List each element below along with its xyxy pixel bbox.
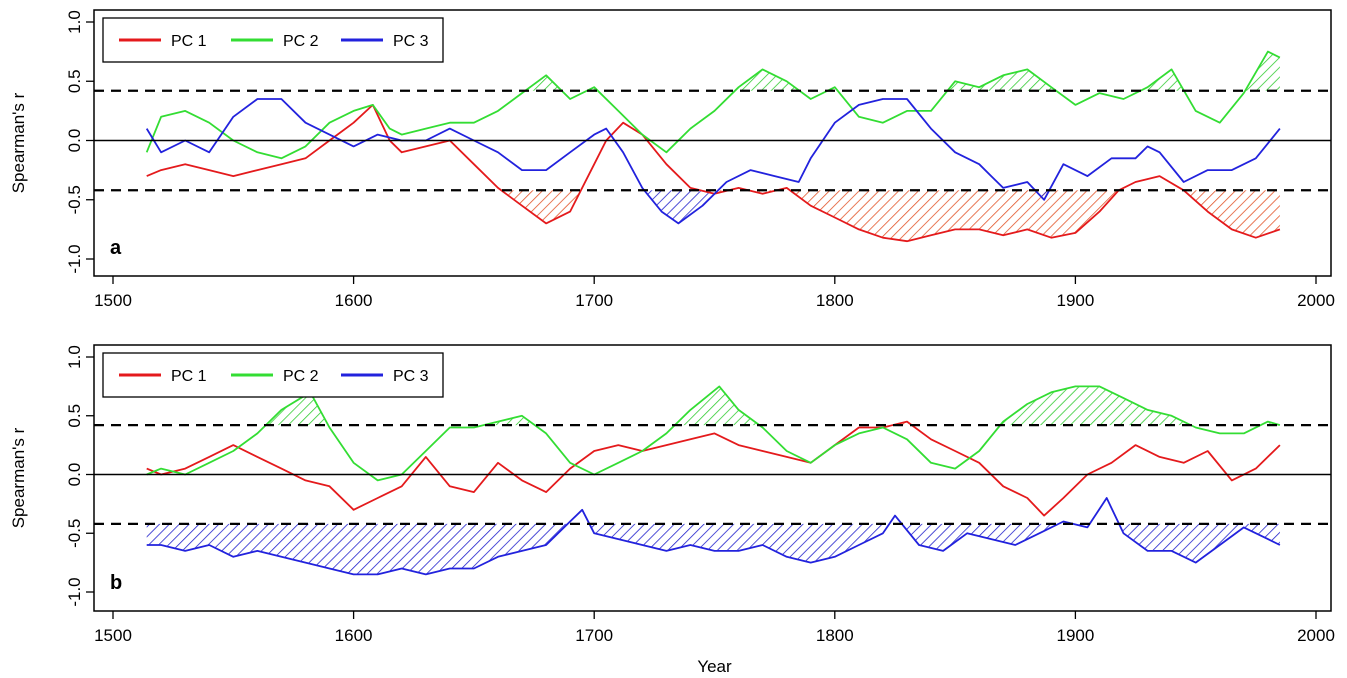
x-axis: 1500 1600 1700 1800 1900 2000 xyxy=(94,276,1335,310)
series-lines xyxy=(145,50,1281,243)
hatch-area xyxy=(525,75,562,91)
hatch-area xyxy=(735,69,800,91)
legend-label: PC 2 xyxy=(283,368,319,385)
x-tick-label: 1600 xyxy=(335,626,373,645)
panel-a: 1500 1600 1700 1800 1900 2000 -1.0 -0.5 0.0 0.5 1… xyxy=(9,9,1335,310)
x-tick-label: 1800 xyxy=(816,291,854,310)
y-tick-label: 0.0 xyxy=(65,463,84,487)
hatch-area xyxy=(901,523,1059,551)
hatch-area xyxy=(146,523,568,575)
series-line xyxy=(146,497,1281,576)
legend-label: PC 1 xyxy=(171,33,207,50)
significance-hatch-areas xyxy=(501,51,1280,242)
x-tick-label: 1900 xyxy=(1056,291,1094,310)
y-tick-label: 0.5 xyxy=(65,69,84,93)
x-tick-label: 1700 xyxy=(575,291,613,310)
plot-frame xyxy=(93,344,1332,612)
panel-label: b xyxy=(110,572,122,594)
y-tick-label: 1.0 xyxy=(65,345,84,369)
y-tick-label: 0.5 xyxy=(65,404,84,428)
hatch-area xyxy=(1245,51,1280,91)
legend-label: PC 2 xyxy=(283,33,319,50)
x-tick-label: 1500 xyxy=(94,626,132,645)
significance-hatch-areas xyxy=(146,386,1280,575)
series-line xyxy=(146,385,1281,482)
reference-lines xyxy=(94,89,1331,192)
x-tick-label: 2000 xyxy=(1297,291,1335,310)
x-tick-label: 1900 xyxy=(1056,626,1094,645)
y-axis-title: Spearman's r xyxy=(9,92,28,193)
hatch-area xyxy=(1119,523,1280,563)
y-tick-label: 0.0 xyxy=(65,129,84,153)
x-tick-label: 1700 xyxy=(575,626,613,645)
hatch-area xyxy=(265,392,329,426)
hatch-area xyxy=(789,190,1119,242)
hatch-area xyxy=(947,69,1057,91)
x-tick-label: 1500 xyxy=(94,291,132,310)
x-axis-title: Year xyxy=(697,657,732,676)
series-line xyxy=(146,104,1281,243)
y-tick-label: -0.5 xyxy=(65,519,84,548)
hatch-area xyxy=(501,190,581,224)
panel-label: a xyxy=(110,237,122,259)
legend: PC 1 PC 2 PC 3 xyxy=(102,17,444,63)
series-line xyxy=(146,420,1281,517)
hatch-area xyxy=(589,523,890,563)
x-tick-label: 2000 xyxy=(1297,626,1335,645)
hatch-area xyxy=(1000,386,1191,426)
legend-label: PC 1 xyxy=(171,368,207,385)
hatch-area xyxy=(644,190,719,224)
y-tick-label: -1.0 xyxy=(65,577,84,606)
hatch-area xyxy=(674,386,760,426)
x-tick-label: 1800 xyxy=(816,626,854,645)
y-axis: -1.0 -0.5 0.0 0.5 1.0 xyxy=(65,10,94,274)
y-axis-title: Spearman's r xyxy=(9,427,28,528)
x-tick-label: 1600 xyxy=(335,291,373,310)
y-tick-label: -0.5 xyxy=(65,185,84,214)
reference-lines xyxy=(94,424,1331,525)
legend-label: PC 3 xyxy=(393,368,429,385)
series-line xyxy=(145,50,1281,160)
y-axis: -1.0 -0.5 0.0 0.5 1.0 xyxy=(65,345,94,607)
x-axis: 1500 1600 1700 1800 1900 2000 xyxy=(94,611,1335,645)
plot-frame xyxy=(93,9,1332,277)
y-tick-label: 1.0 xyxy=(65,10,84,34)
hatch-area xyxy=(1035,190,1050,200)
legend: PC 1 PC 2 PC 3 xyxy=(102,352,444,398)
y-tick-label: -1.0 xyxy=(65,244,84,273)
hatch-area xyxy=(1183,190,1280,238)
panel-b: 1500 1600 1700 1800 1900 2000 -1.0 -0.5 0.0 0.5 1… xyxy=(9,344,1335,676)
series-line xyxy=(145,98,1281,225)
legend-label: PC 3 xyxy=(393,33,429,50)
